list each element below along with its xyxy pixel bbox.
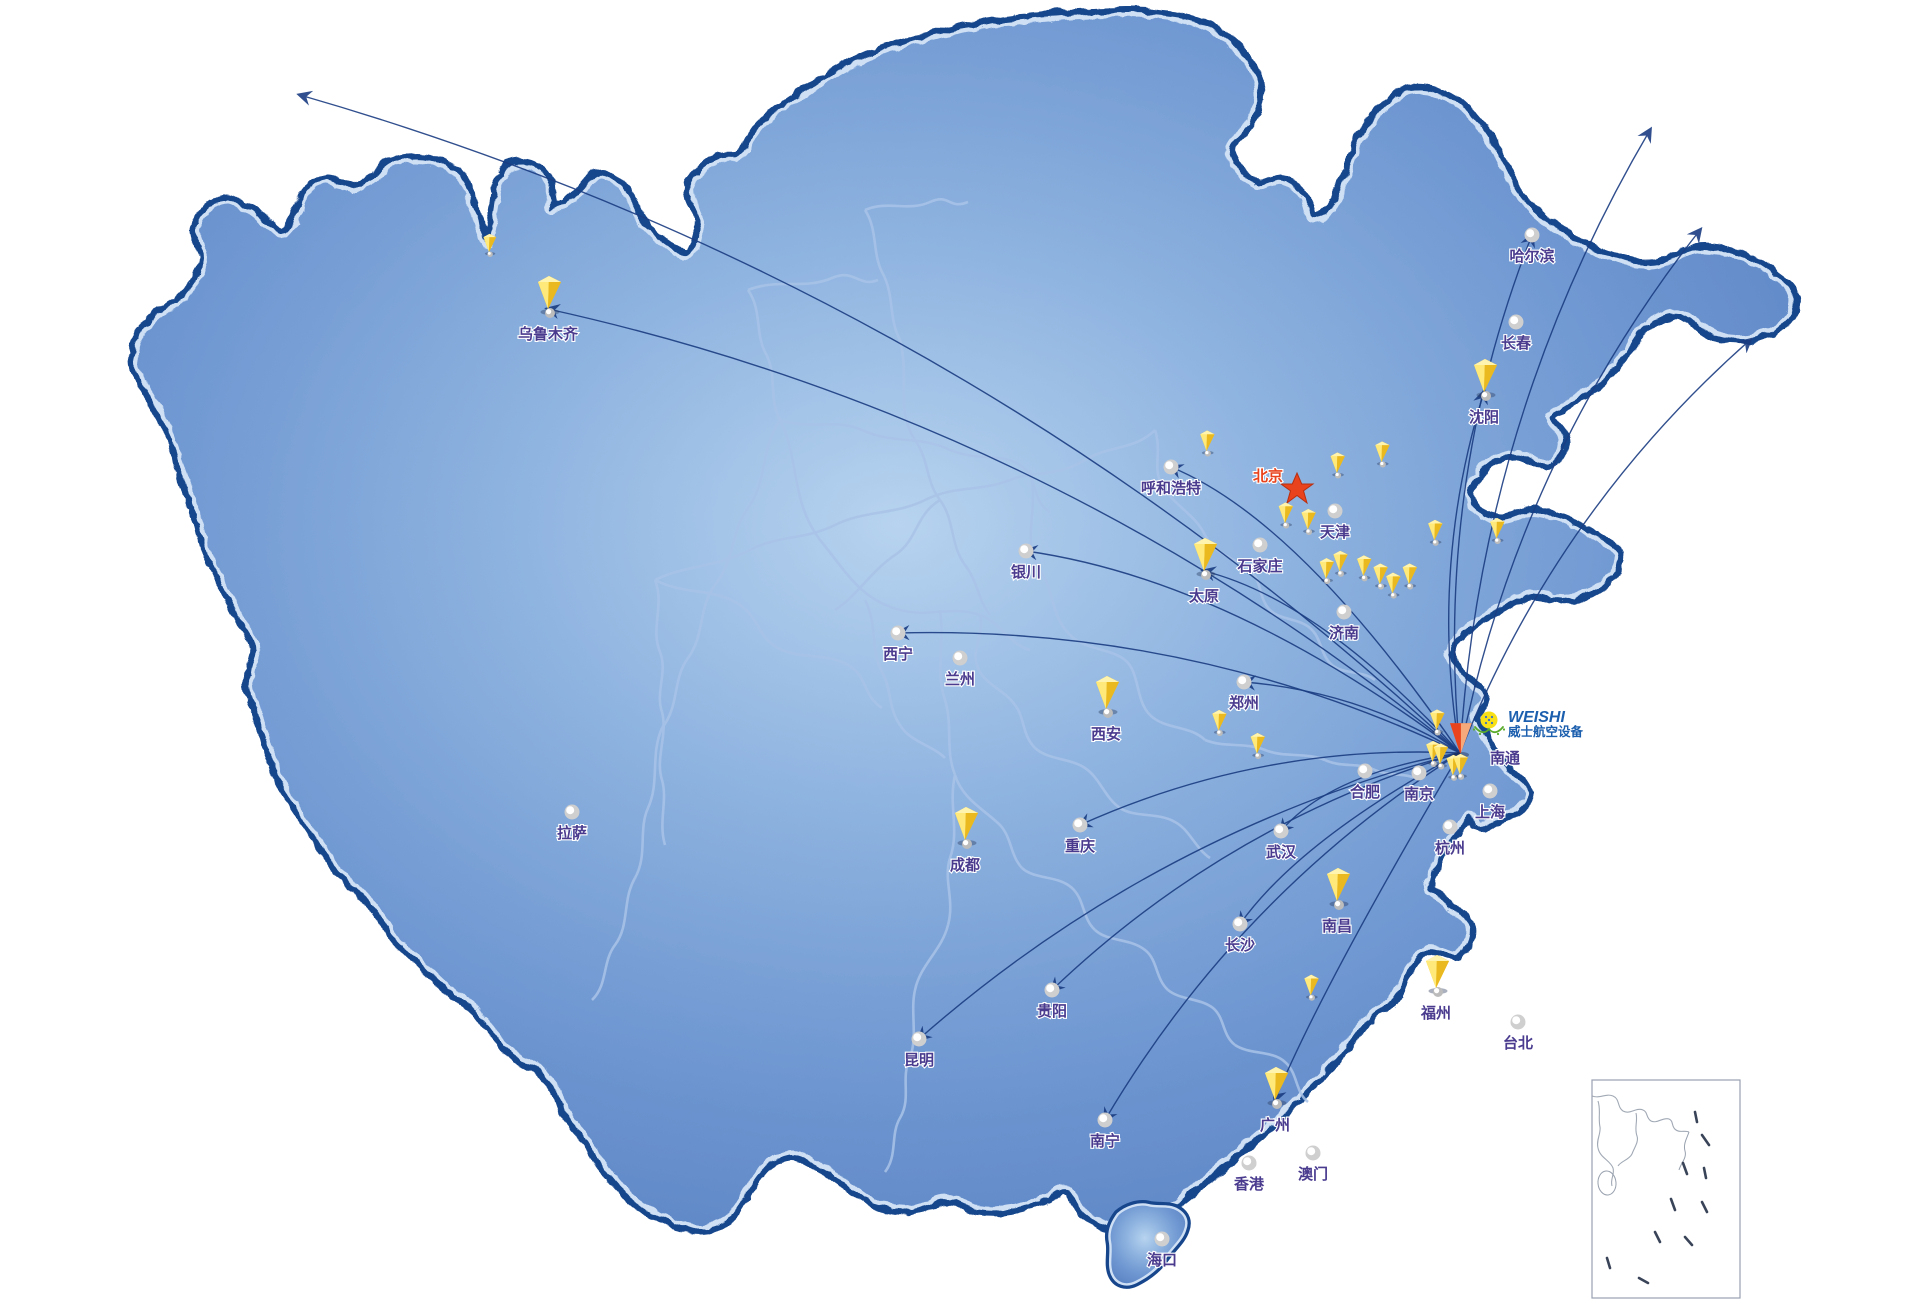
svg-text:银川: 银川 (1011, 563, 1041, 581)
svg-text:北京: 北京 (1253, 467, 1283, 485)
svg-text:上海: 上海 (1475, 803, 1505, 821)
svg-text:福州: 福州 (1420, 1004, 1451, 1022)
svg-text:长春: 长春 (1501, 334, 1531, 352)
svg-text:海口: 海口 (1147, 1251, 1177, 1269)
svg-text:济南: 济南 (1329, 624, 1359, 642)
svg-text:重庆: 重庆 (1065, 837, 1095, 855)
svg-text:拉萨: 拉萨 (557, 824, 587, 842)
svg-text:广州: 广州 (1260, 1116, 1290, 1134)
svg-text:武汉: 武汉 (1266, 843, 1297, 861)
svg-text:太原: 太原 (1189, 587, 1219, 605)
svg-text:乌鲁木齐: 乌鲁木齐 (518, 325, 579, 343)
svg-text:成都: 成都 (950, 856, 980, 874)
svg-text:哈尔滨: 哈尔滨 (1509, 247, 1554, 265)
svg-text:郑州: 郑州 (1229, 694, 1259, 712)
svg-text:西安: 西安 (1091, 725, 1121, 743)
svg-text:南通: 南通 (1490, 749, 1520, 767)
svg-text:长沙: 长沙 (1225, 936, 1255, 954)
svg-text:杭州: 杭州 (1435, 839, 1465, 857)
svg-text:南宁: 南宁 (1090, 1132, 1120, 1150)
svg-text:呼和浩特: 呼和浩特 (1141, 479, 1201, 497)
svg-text:台北: 台北 (1503, 1034, 1533, 1052)
svg-text:澳门: 澳门 (1298, 1165, 1328, 1183)
svg-text:贵阳: 贵阳 (1037, 1002, 1067, 1020)
svg-text:兰州: 兰州 (945, 670, 975, 688)
svg-text:石家庄: 石家庄 (1236, 557, 1282, 575)
svg-text:南昌: 南昌 (1322, 917, 1352, 935)
svg-text:沈阳: 沈阳 (1469, 408, 1499, 426)
svg-text:南京: 南京 (1404, 785, 1434, 803)
svg-text:西宁: 西宁 (883, 645, 913, 663)
svg-text:合肥: 合肥 (1349, 783, 1380, 801)
svg-text:天津: 天津 (1320, 523, 1350, 541)
svg-text:威士航空设备: 威士航空设备 (1508, 724, 1584, 739)
svg-text:香港: 香港 (1234, 1175, 1265, 1193)
svg-text:昆明: 昆明 (904, 1052, 934, 1069)
svg-text:WEISHI: WEISHI (1508, 709, 1565, 726)
